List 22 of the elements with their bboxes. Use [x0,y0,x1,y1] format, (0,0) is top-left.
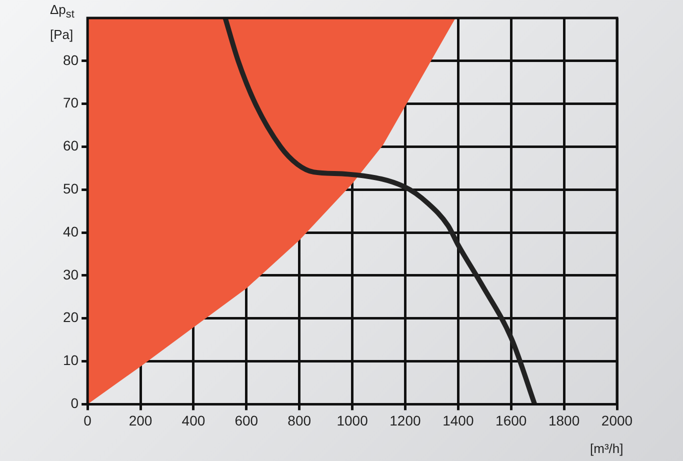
x-tick-label: 400 [182,412,206,428]
x-tick-label: 1800 [548,412,580,428]
x-axis-title: [m³/h] [590,441,624,456]
x-tick-label: 200 [128,412,152,428]
y-tick-label: 40 [62,223,79,240]
y-tick-label: 0 [70,395,79,412]
y-tick-label: 30 [62,266,79,282]
x-tick-label: 800 [288,412,312,428]
y-tick-label: 50 [62,180,79,197]
x-tick-label: 600 [234,412,258,428]
x-tick-label: 1000 [336,412,368,428]
x-tick-label: 1600 [496,412,527,428]
x-tick-label: 2000 [601,412,633,428]
y-tick-label: 10 [62,352,79,368]
x-tick-label: 1200 [390,412,422,428]
y-tick-label: 70 [62,94,79,111]
y-tick-label: 20 [62,309,79,326]
x-tick-label: 1400 [442,412,474,428]
x-tick-label: 0 [84,412,92,428]
y-tick-label: 60 [62,138,79,154]
y-tick-label: 80 [62,52,79,68]
y-axis-title: Δp$_{st}$ [Pa] [50,1,76,44]
